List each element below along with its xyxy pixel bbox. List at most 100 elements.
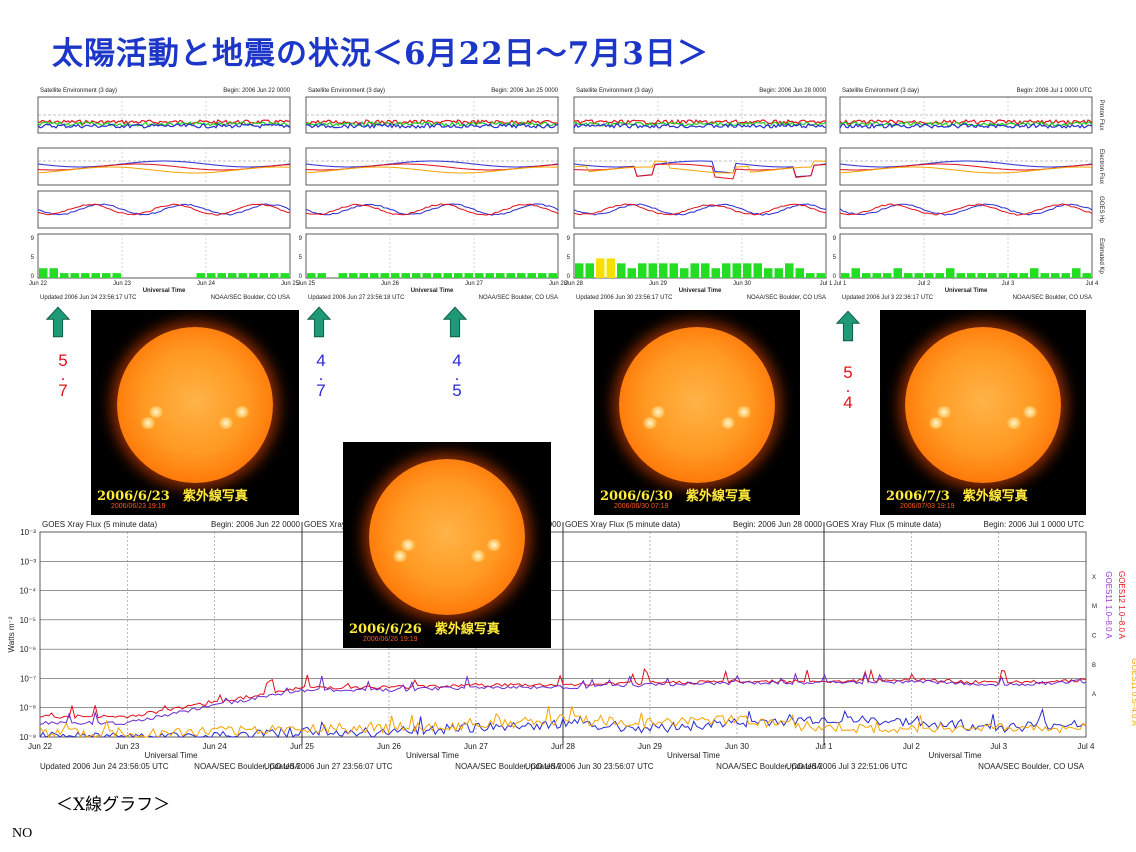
xray-series-line — [39, 667, 1087, 720]
kp-bar — [1030, 268, 1039, 278]
xray-footer-left: Updated 2006 Jun 24 23:56:05 UTC — [40, 762, 169, 771]
kp-bar — [454, 273, 463, 278]
electron-series — [37, 166, 291, 174]
magnitude-dot: . — [318, 365, 324, 384]
kp-tick: 0 — [299, 274, 303, 280]
magnitude-dot: . — [454, 365, 460, 384]
kp-bar — [904, 273, 913, 278]
kp-bar — [391, 273, 400, 278]
magnitude-dot: . — [60, 365, 66, 384]
env-header: Satellite Environment (3 day) — [308, 88, 385, 94]
env-subplot-frame — [37, 233, 291, 279]
kp-bar — [977, 273, 986, 278]
arrow-shape — [307, 306, 331, 338]
env-day-label: Jun 28 — [565, 281, 584, 287]
env-day-label: Jun 29 — [649, 281, 668, 287]
kp-bar — [380, 273, 389, 278]
hp-series — [305, 203, 559, 216]
active-region — [936, 406, 952, 419]
sun-uv-image: 2006/6/26 紫外線写真 2006/06/26 19:19 — [343, 442, 551, 648]
kp-bar — [39, 268, 48, 278]
proton-series — [573, 122, 827, 129]
xray-begin: Begin: 2006 Jun 28 0000 — [733, 520, 823, 529]
xray-footer-right: NOAA/SEC Boulder, CO USA — [978, 762, 1084, 771]
sun-uv-image: 2006/6/30 紫外線写真 2006/06/30 07:19 — [594, 310, 800, 515]
kp-bar — [680, 268, 689, 278]
kp-bar — [433, 273, 442, 278]
sun-disk — [369, 459, 525, 615]
env-begin: Begin: 2006 Jul 1 0000 UTC — [1017, 88, 1093, 94]
kp-tick: 9 — [31, 236, 35, 242]
kp-bar — [935, 273, 944, 278]
kp-bar — [70, 273, 79, 278]
hp-series — [839, 203, 1093, 216]
xray-legend-entry: GOES11 1.0–8.0 A — [1104, 571, 1113, 639]
magnitude-label: 4.7 — [311, 350, 331, 402]
xray-day-label: Jun 24 — [203, 742, 228, 751]
kp-bar — [1082, 273, 1091, 278]
kp-tick: 0 — [31, 274, 35, 280]
env-right-label: Electron Flux — [1098, 149, 1104, 184]
xray-legend-entry: GOES11 0.5–4.0 A — [1130, 658, 1136, 726]
kp-bar — [883, 273, 892, 278]
active-region — [485, 538, 502, 551]
sun-uv-image: 2006/6/23 紫外線写真 2006/06/23 19:19 — [91, 310, 299, 515]
proton-series — [306, 123, 559, 130]
env-footer-right: NOAA/SEC Boulder, CO USA — [747, 295, 826, 301]
kp-bar — [238, 273, 247, 278]
kp-bar — [91, 273, 100, 278]
kp-bar — [496, 273, 505, 278]
xray-day-label: Jul 4 — [1078, 742, 1095, 751]
magnitude-bottom: 7 — [316, 381, 326, 400]
kp-bar — [259, 273, 268, 278]
kp-bar — [538, 273, 547, 278]
magnitude-label: 5.7 — [53, 350, 73, 402]
xray-ytick: 10⁻⁴ — [19, 587, 36, 596]
flare-class-label: X — [1092, 575, 1096, 581]
page-title: 太陽活動と地震の状況＜6月22日～7月3日＞ — [52, 36, 709, 72]
electron-series — [573, 160, 827, 174]
kp-bar — [575, 263, 584, 278]
kp-bar — [967, 273, 976, 278]
active-region — [1021, 406, 1038, 419]
sun-timestamp: 2006/06/30 07:19 — [614, 503, 669, 510]
hp-series — [839, 203, 1093, 216]
kp-bar — [1061, 273, 1070, 278]
kp-bar — [270, 273, 279, 278]
xray-graph-caption: ＜X線グラフ＞ — [56, 795, 171, 815]
env-day-label: Jun 23 — [113, 281, 132, 287]
kp-bar — [548, 273, 557, 278]
kp-bar — [893, 268, 902, 278]
kp-bar — [753, 263, 762, 278]
proton-series — [839, 119, 1093, 126]
xray-footer-right: NOAA/SEC Boulder, CO USA — [194, 762, 300, 771]
up-arrow-icon — [836, 310, 860, 342]
env-footer-left: Updated 2006 Jun 24 23:56:17 UTC — [40, 295, 137, 301]
proton-series — [839, 122, 1093, 129]
electron-series — [37, 160, 291, 168]
magnitude-label: 4.5 — [447, 350, 467, 402]
kp-tick: 5 — [567, 255, 571, 261]
kp-bar — [669, 263, 678, 278]
env-panel-1: Satellite Environment (3 day) Begin: 2006… — [29, 88, 300, 301]
env-day-label: Jul 4 — [1086, 281, 1099, 287]
arrow-shape — [443, 306, 467, 338]
kp-bar — [925, 273, 934, 278]
xray-day-label: Jul 1 — [816, 742, 833, 751]
env-day-label: Jun 28 — [549, 281, 568, 287]
env-subplot-frame — [305, 233, 559, 279]
kp-bar — [307, 273, 316, 278]
kp-tick: 0 — [833, 274, 837, 280]
xray-footer-left: Updated 2006 Jul 3 22:51:06 UTC — [786, 762, 908, 771]
xray-universal-time: Universal Time — [929, 751, 982, 760]
xray-footer-left: Updated 2006 Jun 30 23:56:07 UTC — [525, 762, 654, 771]
kp-tick: 5 — [299, 255, 303, 261]
xray-begin: Begin: 2006 Jun 22 0000 — [211, 520, 301, 529]
xray-begin: Begin: 2006 Jul 1 0000 UTC — [983, 520, 1084, 529]
kp-bar — [49, 268, 58, 278]
kp-bar — [401, 273, 410, 278]
kp-bar — [249, 273, 258, 278]
kp-bar — [785, 263, 794, 278]
sun-timestamp: 2006/06/23 19:19 — [111, 503, 166, 510]
kp-bar — [1051, 273, 1060, 278]
